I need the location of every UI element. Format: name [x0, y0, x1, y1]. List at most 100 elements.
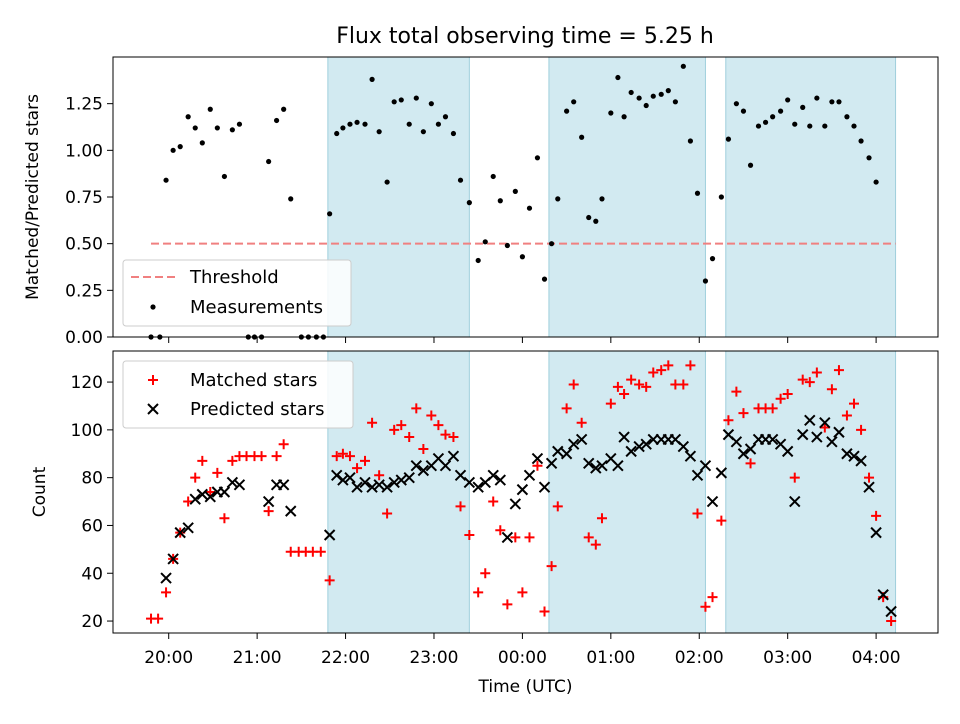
- measurement-point: [851, 123, 857, 129]
- x-tick-label: 20:00: [144, 648, 193, 668]
- matched-star-point: [389, 424, 400, 435]
- measurement-point: [702, 278, 709, 284]
- predicted-star-point: [691, 469, 704, 481]
- matched-star-point: [561, 403, 572, 414]
- matched-star-point: [583, 532, 594, 543]
- matched-star-point: [205, 487, 216, 497]
- matched-star-point: [396, 420, 407, 431]
- matched-star-point: [212, 467, 223, 478]
- measurement-point: [579, 134, 585, 140]
- predicted-star-point: [226, 476, 239, 489]
- measurement-point: [800, 104, 806, 110]
- predicted-star-point: [417, 464, 430, 477]
- matched-star-point: [278, 439, 289, 450]
- top-shaded-interval: [725, 56, 897, 338]
- measurement-point: [229, 127, 235, 133]
- measurement-point: [490, 173, 496, 180]
- measurement-point: [214, 125, 220, 131]
- matched-star-point: [775, 393, 786, 404]
- measurement-point: [340, 125, 346, 131]
- matched-star-point: [767, 403, 778, 414]
- predicted-star-point: [618, 431, 630, 443]
- measurement-point: [733, 101, 739, 107]
- matched-star-point: [337, 448, 348, 459]
- matched-star-point: [352, 463, 363, 474]
- matched-star-point: [731, 386, 742, 397]
- predicted-star-point: [204, 491, 216, 503]
- measurement-point: [658, 91, 664, 97]
- measurement-point: [672, 99, 678, 105]
- predicted-star-point: [388, 476, 400, 489]
- matched-star-point: [382, 508, 393, 519]
- matched-star-point: [426, 410, 437, 421]
- predicted-star-point: [804, 414, 816, 427]
- measurement-point: [680, 63, 686, 69]
- predicted-star-point: [737, 448, 750, 460]
- predicted-star-point: [730, 436, 743, 448]
- matched-star-point: [648, 367, 659, 378]
- x-tick-label: 21:00: [233, 648, 282, 668]
- matched-star-point: [344, 451, 355, 462]
- top-x-ticks: [168, 337, 877, 343]
- x-tick-label: 00:00: [498, 648, 547, 668]
- measurement-point: [413, 95, 419, 101]
- measurement-point: [844, 114, 850, 120]
- measurement-point: [207, 106, 213, 112]
- predicted-star-point: [855, 455, 867, 467]
- predicted-star-point: [575, 433, 588, 446]
- y-tick-label: 0.50: [65, 235, 103, 255]
- top-panel: 0.00 0.25 0.50 0.75 1.00 1.25 Matched/Predict…: [23, 56, 939, 348]
- matched-star-point: [263, 506, 274, 517]
- predicted-star-point: [189, 493, 201, 505]
- matched-star-point: [539, 606, 550, 617]
- matched-star-point: [464, 530, 475, 541]
- matched-star-point: [190, 472, 201, 483]
- predicted-star-point: [789, 495, 801, 508]
- predicted-star-point: [560, 448, 573, 460]
- matched-star-point: [871, 510, 882, 521]
- matched-star-point: [153, 613, 164, 624]
- predicted-star-point: [841, 448, 853, 460]
- matched-star-point: [782, 389, 793, 400]
- measurement-point: [475, 257, 481, 264]
- matched-star-point: [440, 429, 451, 440]
- measurement-points: [148, 63, 879, 340]
- matched-star-point: [433, 420, 444, 431]
- measurement-point: [288, 196, 294, 202]
- predicted-star-point: [699, 460, 712, 472]
- measurement-point: [442, 114, 449, 120]
- y-tick-label: 60: [81, 516, 103, 536]
- measurement-point: [504, 242, 510, 249]
- legend-predicted-label: Predicted stars: [190, 399, 324, 420]
- measurement-point: [273, 117, 280, 124]
- matched-star-point: [473, 587, 484, 598]
- matched-star-point: [819, 422, 830, 433]
- matched-star-points: [146, 360, 897, 627]
- measurement-point: [163, 177, 169, 183]
- x-tick-label: 01:00: [586, 648, 635, 668]
- predicted-star-point: [174, 526, 186, 539]
- measurement-point: [564, 108, 570, 114]
- measurement-point: [526, 205, 533, 211]
- measurement-point: [636, 95, 642, 101]
- measurement-point: [548, 241, 555, 247]
- legend-threshold-label: Threshold: [189, 267, 279, 288]
- predicted-star-point: [870, 526, 882, 539]
- predicted-star-point: [218, 486, 231, 498]
- measurement-point: [762, 119, 769, 125]
- measurement-point: [608, 110, 614, 116]
- legend-measurements-label: Measurements: [190, 297, 323, 318]
- predicted-star-point: [351, 481, 363, 493]
- measurement-point: [236, 121, 243, 127]
- measurement-point: [599, 196, 605, 202]
- matched-star-point: [197, 455, 208, 466]
- x-tick-label: 03:00: [763, 648, 812, 668]
- legend-predicted-glyph: [147, 403, 159, 415]
- matched-star-point: [678, 379, 689, 390]
- bottom-x-ticks: 20:00 21:00 22:00 23:00 00:00 01:00 02:00 03:00…: [144, 633, 901, 668]
- measurement-point: [347, 121, 353, 127]
- predicted-star-point: [596, 460, 608, 472]
- matched-star-point: [663, 360, 674, 371]
- predicted-star-point: [516, 483, 529, 496]
- predicted-star-point: [447, 450, 460, 462]
